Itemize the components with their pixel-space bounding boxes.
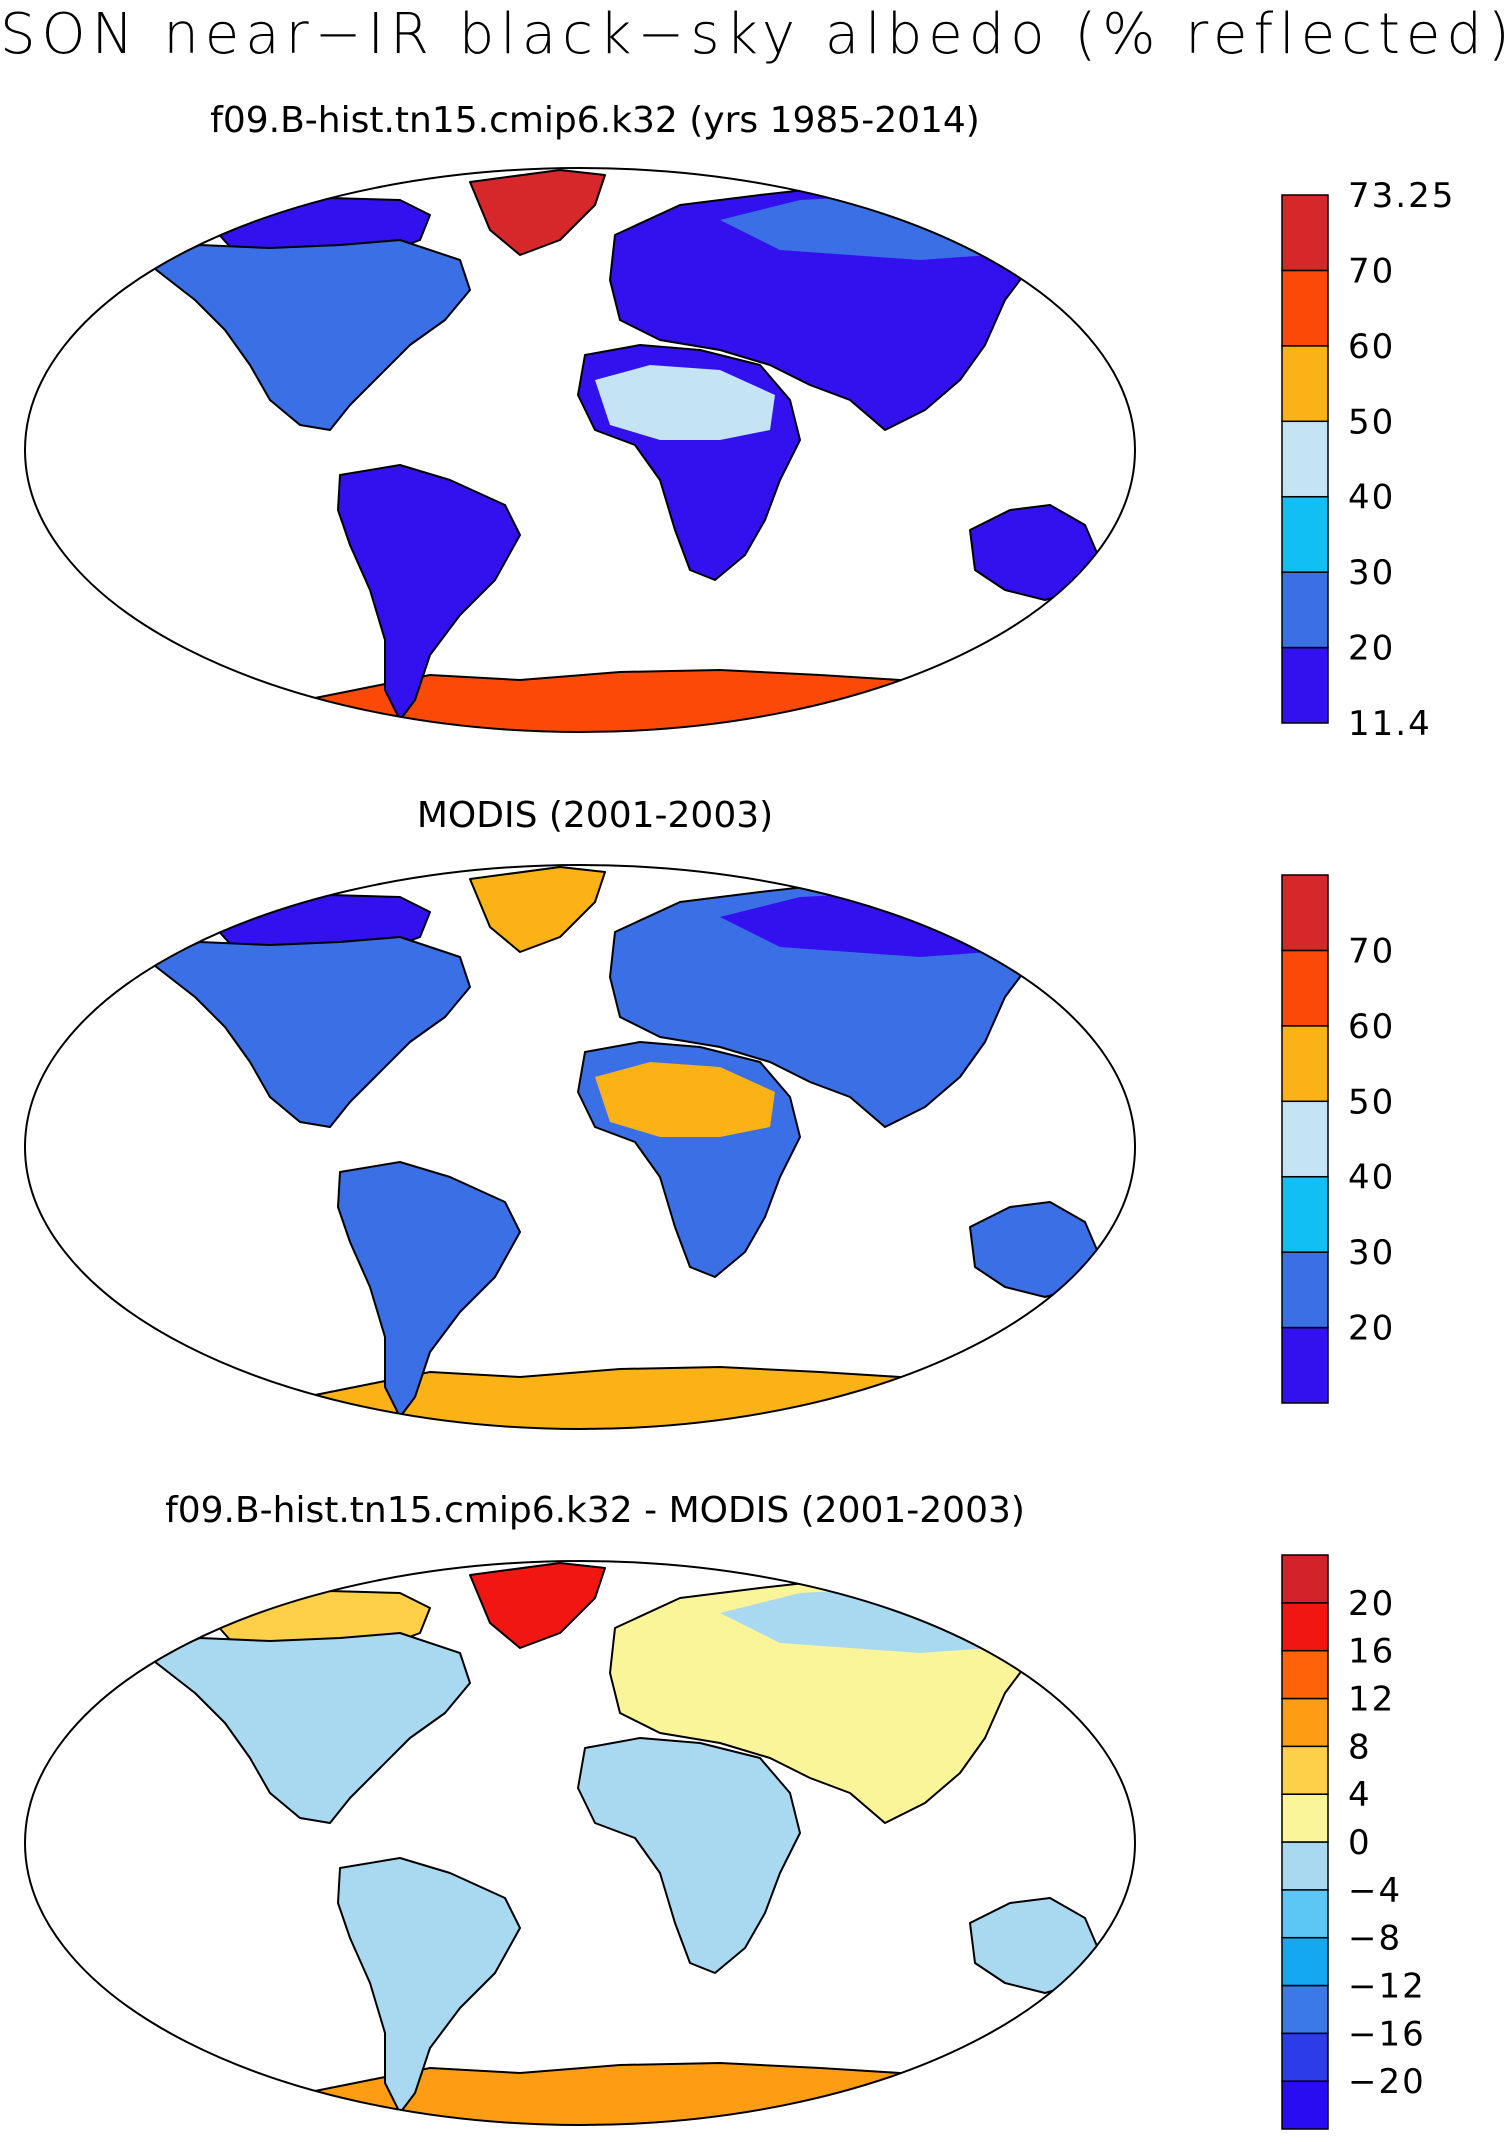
colorbar-swatch (1281, 1793, 1329, 1843)
colorbar-tick-label: −8 (1348, 1919, 1402, 1959)
colorbar-tick-label: −16 (1348, 2014, 1426, 2054)
colorbar-tick-label: 0 (1348, 1823, 1372, 1863)
colorbar-swatch (1281, 345, 1329, 423)
colorbar-tick-label: 16 (1348, 1632, 1395, 1672)
colorbar-swatch (1281, 2032, 1329, 2082)
colorbar-tick-label: 11.4 (1348, 704, 1432, 744)
colorbar-swatch (1281, 1025, 1329, 1103)
region-north-america (149, 1632, 471, 1824)
colorbar-tick-label: 20 (1348, 629, 1395, 669)
figure-title: SON near−IR black−sky albedo (% reflecte… (0, 2, 1504, 67)
colorbar-tick-label: 60 (1348, 1007, 1395, 1047)
colorbar-swatch (1281, 1984, 1329, 2035)
colorbar-swatch (1281, 1649, 1329, 1700)
panel-2-map (24, 864, 1136, 1430)
region-sahara (595, 1062, 775, 1137)
colorbar-tick-label: −20 (1348, 2062, 1426, 2102)
colorbar-swatch (1281, 1745, 1329, 1795)
colorbar-tick-label: 20 (1348, 1309, 1395, 1349)
colorbar-swatch (1281, 1175, 1329, 1253)
colorbar-swatch (1281, 1936, 1329, 1987)
colorbar-swatch (1281, 1602, 1329, 1652)
region-greenland (469, 866, 606, 953)
colorbar-swatch (1281, 269, 1329, 347)
panel-2-title: MODIS (2001-2003) (416, 795, 774, 836)
panel-1-title: f09.B-hist.tn15.cmip6.k32 (yrs 1985-2014… (210, 100, 980, 141)
colorbar-tick-label: 60 (1348, 327, 1395, 367)
colorbar-tick-label: 70 (1348, 931, 1395, 971)
colorbar-tick-label: 40 (1348, 478, 1395, 518)
colorbar-tick-label: 50 (1348, 1082, 1395, 1122)
panel-2-colorbar: 20 30 40 50 60 70 (1281, 874, 1395, 1404)
region-south-america (337, 464, 521, 721)
colorbar-swatch (1281, 571, 1329, 649)
panel-3-map (24, 1560, 1136, 2126)
region-south-america (337, 1857, 521, 2114)
region-sahara (595, 365, 775, 440)
colorbar-swatch (1281, 1697, 1329, 1748)
region-south-america (337, 1161, 521, 1418)
colorbar-tick-label: 70 (1348, 251, 1395, 291)
region-greenland (469, 1562, 606, 1649)
colorbar-tick-label: 73.25 (1348, 176, 1455, 216)
region-north-america (149, 239, 471, 431)
colorbar-swatch (1281, 1889, 1329, 1939)
colorbar-tick-label: 12 (1348, 1680, 1395, 1720)
colorbar-swatch (1281, 1100, 1329, 1178)
colorbar-swatch (1281, 1326, 1329, 1404)
region-greenland (469, 169, 606, 256)
colorbar-swatch (1281, 1251, 1329, 1329)
panel-1-map (24, 167, 1136, 733)
colorbar-tick-label: 50 (1348, 402, 1395, 442)
colorbar-swatch (1281, 874, 1329, 952)
colorbar-tick-label: 8 (1348, 1727, 1372, 1767)
panel-1-colorbar: 11.4 20 30 40 50 60 70 73.25 (1281, 176, 1453, 744)
map-border (24, 167, 1136, 733)
colorbar-tick-label: 40 (1348, 1158, 1395, 1198)
colorbar-tick-label: −4 (1348, 1871, 1402, 1911)
colorbar-tick-label: 30 (1348, 553, 1395, 593)
region-north-america (149, 936, 471, 1128)
colorbar-swatch (1281, 1841, 1329, 1891)
colorbar-tick-label: 4 (1348, 1775, 1372, 1815)
panel-3-colorbar: −20 −16 −12 −8 −4 0 4 8 12 16 20 (1281, 1554, 1426, 2130)
panel-3-title: f09.B-hist.tn15.cmip6.k32 - MODIS (2001-… (165, 1490, 1025, 1531)
colorbar-swatch (1281, 420, 1329, 498)
colorbar-swatch (1281, 1554, 1329, 1604)
region-sahara (595, 1758, 775, 1833)
map-border (24, 864, 1136, 1430)
colorbar-tick-label: 30 (1348, 1233, 1395, 1273)
colorbar-swatch (1281, 194, 1329, 272)
map-border (24, 1560, 1136, 2126)
colorbar-swatch (1281, 495, 1329, 573)
colorbar-swatch (1281, 949, 1329, 1027)
colorbar-swatch (1281, 646, 1329, 724)
colorbar-tick-label: 20 (1348, 1584, 1395, 1624)
colorbar-swatch (1281, 2080, 1329, 2130)
colorbar-tick-label: −12 (1348, 1967, 1426, 2007)
